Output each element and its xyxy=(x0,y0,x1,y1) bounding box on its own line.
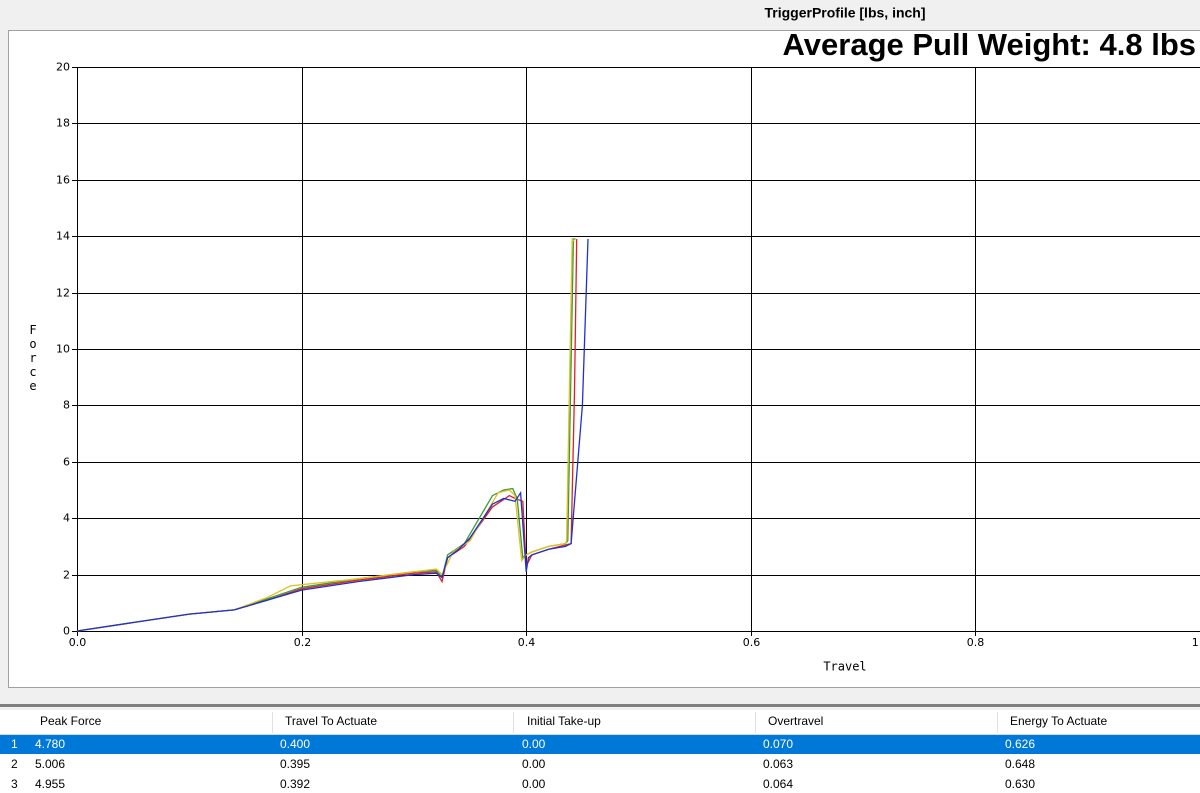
table-cell[interactable]: 0.064 xyxy=(763,777,793,791)
column-header[interactable]: Initial Take-up xyxy=(527,714,601,728)
row-index[interactable]: 2 xyxy=(11,757,18,771)
y-tick-label: 4 xyxy=(63,512,70,525)
table-cell[interactable]: 0.00 xyxy=(522,777,546,791)
table-cell[interactable]: 0.063 xyxy=(763,757,793,771)
series-line xyxy=(76,237,576,632)
y-tick-label: 6 xyxy=(63,456,70,469)
y-axis-label: Force xyxy=(26,323,40,393)
x-tick-label: 0.4 xyxy=(518,636,536,649)
y-tick-label: 18 xyxy=(56,117,70,130)
x-tick-label: 0.0 xyxy=(69,636,87,649)
x-tick-label: 0.6 xyxy=(743,636,761,649)
table-cell[interactable]: 0.070 xyxy=(763,737,793,751)
table-cell[interactable]: 0.400 xyxy=(280,737,310,751)
y-tick-label: 2 xyxy=(63,569,70,582)
series-line xyxy=(76,238,589,632)
splitter xyxy=(0,704,1200,707)
y-tick-label: 14 xyxy=(56,230,70,243)
y-tick-label: 16 xyxy=(56,174,70,187)
x-tick-label: 0.2 xyxy=(294,636,312,649)
table-body xyxy=(0,754,1200,793)
x-axis-label: Travel xyxy=(823,660,866,674)
table-header xyxy=(0,710,1200,734)
column-header[interactable]: Overtravel xyxy=(768,714,823,728)
table-cell[interactable]: 5.006 xyxy=(35,757,65,771)
table-cell[interactable]: 0.630 xyxy=(1005,777,1035,791)
x-tick-label: 0.8 xyxy=(967,636,985,649)
column-header[interactable]: Peak Force xyxy=(40,714,102,728)
annotation: Average Pull Weight: 4.8 lbs xyxy=(783,27,1196,62)
table-cell[interactable]: 0.626 xyxy=(1005,737,1035,751)
table-cell[interactable]: 0.648 xyxy=(1005,757,1035,771)
table-cell[interactable]: 0.395 xyxy=(280,757,310,771)
table-cell[interactable]: 0.00 xyxy=(522,757,546,771)
y-tick-label: 10 xyxy=(56,343,70,356)
y-tick-label: 8 xyxy=(63,399,70,412)
selected-row[interactable] xyxy=(0,735,1200,754)
table-cell[interactable]: 4.955 xyxy=(35,777,65,791)
x-tick-label: 1.0 xyxy=(1192,636,1200,649)
row-index[interactable]: 1 xyxy=(11,737,18,751)
chart-title: TriggerProfile [lbs, inch] xyxy=(764,5,925,21)
y-tick-label: 0 xyxy=(63,625,70,638)
y-tick-label: 20 xyxy=(56,61,70,74)
y-tick-label: 12 xyxy=(56,287,70,300)
table-cell[interactable]: 0.00 xyxy=(522,737,546,751)
row-index[interactable]: 3 xyxy=(11,777,18,791)
column-header[interactable]: Energy To Actuate xyxy=(1010,714,1108,728)
chart-panel xyxy=(8,30,1200,688)
column-header[interactable]: Travel To Actuate xyxy=(285,714,377,728)
table-cell[interactable]: 4.780 xyxy=(35,737,65,751)
table-cell[interactable]: 0.392 xyxy=(280,777,310,791)
